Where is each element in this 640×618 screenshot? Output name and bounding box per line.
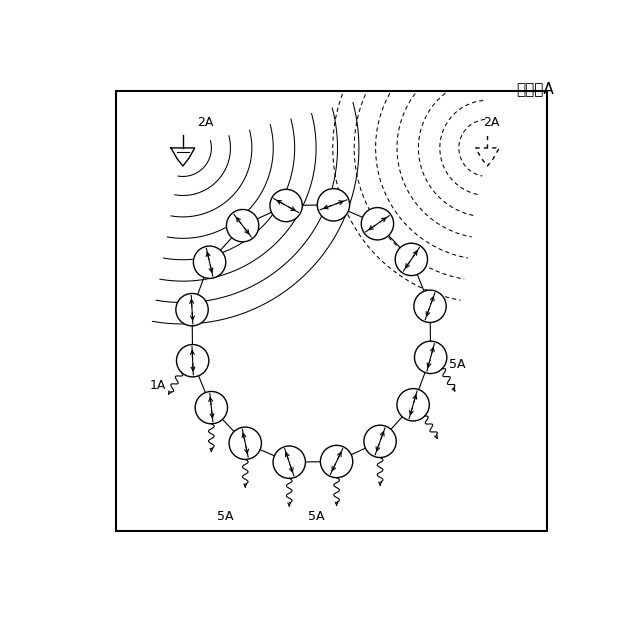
Circle shape (395, 243, 428, 276)
Circle shape (414, 290, 446, 323)
Circle shape (364, 425, 396, 457)
Text: 1A: 1A (150, 379, 166, 392)
Text: 2A: 2A (197, 116, 214, 129)
Circle shape (321, 446, 353, 478)
Circle shape (177, 344, 209, 377)
Circle shape (415, 341, 447, 373)
Text: 5A: 5A (308, 510, 324, 523)
Circle shape (195, 391, 228, 424)
Circle shape (273, 446, 305, 478)
Text: 2A: 2A (483, 116, 499, 129)
Text: 5A: 5A (449, 358, 466, 371)
Text: サイトA: サイトA (516, 82, 554, 96)
Circle shape (317, 188, 349, 221)
Circle shape (361, 208, 394, 240)
Circle shape (229, 427, 261, 459)
Circle shape (176, 294, 208, 326)
Text: 5A: 5A (218, 510, 234, 523)
Circle shape (227, 210, 259, 242)
Circle shape (397, 389, 429, 421)
Circle shape (270, 189, 302, 222)
Circle shape (193, 246, 226, 279)
